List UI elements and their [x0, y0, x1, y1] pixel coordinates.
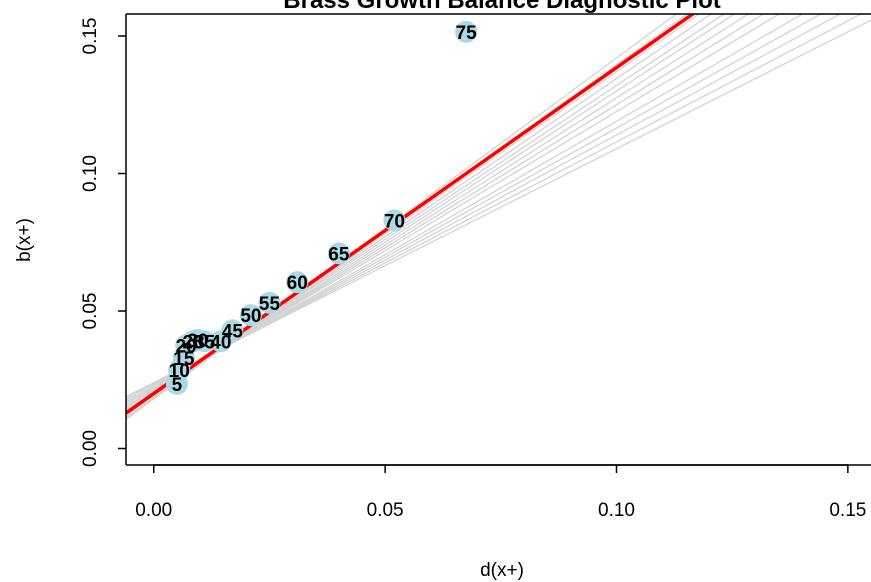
point-label-65: 65: [328, 244, 350, 265]
y-tick-label-0.00: 0.00: [80, 430, 101, 467]
point-label-75: 75: [456, 23, 478, 44]
chart-title: Brass Growth Balance Diagnostic Plot: [283, 0, 720, 14]
data-point-35: [193, 330, 216, 353]
x-tick-label-0.10: 0.10: [598, 500, 635, 521]
bootstrap-line-13: [126, 14, 678, 420]
fit-line: [126, 14, 696, 415]
data-point-45: [221, 319, 244, 342]
point-label-45: 45: [222, 321, 244, 342]
data-points: [165, 20, 478, 395]
point-label-35: 35: [194, 332, 216, 353]
x-tick-label-0.15: 0.15: [829, 500, 866, 521]
x-tick-label-0.00: 0.00: [135, 500, 172, 521]
point-label-50: 50: [240, 306, 261, 327]
bootstrap-lines: [126, 14, 871, 420]
bootstrap-line-8: [126, 14, 736, 413]
point-label-55: 55: [259, 294, 281, 315]
bootstrap-line-7: [126, 14, 750, 411]
y-tick-label-0.15: 0.15: [80, 18, 101, 55]
axes: 0.00 0.05 0.10 0.15 0.00 0.05 0.10 0.15: [80, 13, 871, 521]
data-point-50: [239, 304, 262, 327]
point-label-15: 15: [173, 349, 195, 370]
bootstrap-line-9: [126, 14, 726, 413]
fit-line-group: [126, 14, 696, 415]
y-tick-label-0.10: 0.10: [80, 155, 101, 192]
x-axis-label: d(x+): [480, 560, 524, 581]
data-point-65: [327, 242, 350, 265]
point-label-5: 5: [172, 375, 183, 396]
point-label-30: 30: [187, 331, 208, 352]
point-label-25: 25: [183, 332, 205, 353]
bootstrap-line-4: [126, 14, 804, 405]
point-label-60: 60: [287, 273, 308, 294]
data-point-60: [286, 271, 309, 294]
point-label-70: 70: [384, 211, 405, 232]
x-tick-label-0.05: 0.05: [367, 500, 404, 521]
data-point-55: [258, 291, 281, 314]
point-label-20: 20: [176, 336, 197, 357]
data-point-70: [383, 209, 406, 232]
point-label-10: 10: [169, 361, 190, 382]
y-axis-label: b(x+): [14, 218, 35, 262]
y-tick-label-0.05: 0.05: [80, 293, 101, 330]
bootstrap-line-10: [126, 14, 713, 415]
data-point-75: [455, 20, 478, 43]
point-label-40: 40: [210, 332, 231, 353]
